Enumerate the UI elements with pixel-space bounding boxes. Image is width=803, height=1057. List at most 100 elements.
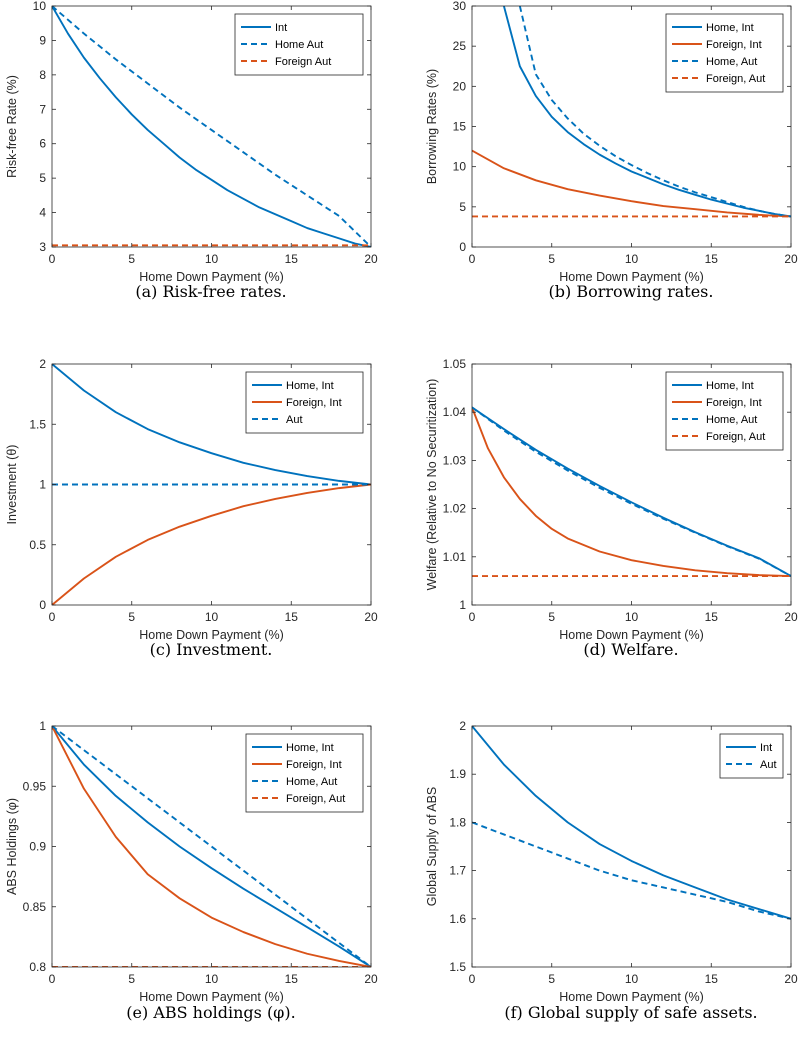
x-tick-label: 15 xyxy=(285,972,299,986)
y-tick-label: 1 xyxy=(39,719,46,733)
x-tick-label: 20 xyxy=(364,972,378,986)
y-axis-label: Investment (θ) xyxy=(5,445,19,525)
x-tick-label: 15 xyxy=(285,610,299,624)
y-axis-label: Welfare (Relative to No Securitization) xyxy=(425,379,439,591)
x-tick-label: 0 xyxy=(49,252,56,266)
x-tick-label: 20 xyxy=(364,610,378,624)
x-axis-label: Home Down Payment (%) xyxy=(559,628,704,642)
y-tick-label: 1.04 xyxy=(443,405,467,419)
series-line-3 xyxy=(518,6,791,218)
y-axis-label: Risk-free Rate (%) xyxy=(5,75,19,178)
y-tick-label: 25 xyxy=(453,39,467,53)
y-tick-label: 20 xyxy=(453,79,467,93)
y-tick-label: 15 xyxy=(453,120,467,134)
x-tick-label: 10 xyxy=(625,252,639,266)
x-tick-label: 20 xyxy=(784,610,798,624)
y-tick-label: 0 xyxy=(39,598,46,612)
series-line-2 xyxy=(52,483,371,605)
chart-panel-1: 0 5 10 15 20 3 4 5 6 7 8 9 10 Home Down Payment (%) Ri… xyxy=(5,0,378,301)
x-tick-label: 5 xyxy=(548,972,555,986)
x-tick-label: 0 xyxy=(49,972,56,986)
y-tick-label: 0.5 xyxy=(29,538,46,552)
y-tick-label: 0.9 xyxy=(29,840,46,854)
legend-entry: Int xyxy=(275,22,287,34)
legend-entry: Int xyxy=(760,742,772,754)
legend: Int Aut xyxy=(719,733,784,779)
y-tick-label: 5 xyxy=(39,171,46,185)
series-line-1 xyxy=(472,726,791,920)
legend-entry: Foreign, Int xyxy=(706,397,762,409)
y-tick-label: 4 xyxy=(39,206,46,220)
legend: Home, Int Foreign, Int Home, Aut Foreign, A… xyxy=(245,733,364,813)
legend-entry: Home Aut xyxy=(275,39,323,51)
y-tick-label: 7 xyxy=(39,102,46,116)
x-tick-label: 5 xyxy=(548,252,555,266)
y-tick-label: 1.8 xyxy=(449,815,466,829)
legend-entry: Foreign, Aut xyxy=(706,73,765,85)
legend-entry: Aut xyxy=(760,759,777,771)
x-tick-label: 0 xyxy=(49,610,56,624)
legend-entry: Home, Aut xyxy=(706,414,757,426)
legend-entry: Foreign, Int xyxy=(706,39,762,51)
y-tick-label: 1 xyxy=(459,598,466,612)
legend-entry: Home, Int xyxy=(286,380,334,392)
y-tick-label: 8 xyxy=(39,68,46,82)
y-axis-label: ABS Holdings (φ) xyxy=(5,798,19,895)
x-tick-label: 10 xyxy=(205,972,219,986)
y-tick-label: 30 xyxy=(453,0,467,13)
chart-panel-2: 0 5 10 15 20 0 5 10 15 20 25 30 Home Down Payment (%… xyxy=(425,0,798,301)
y-tick-label: 10 xyxy=(453,160,467,174)
y-tick-label: 10 xyxy=(33,0,47,13)
series-line-3 xyxy=(472,406,791,577)
legend-entry: Foreign, Int xyxy=(286,397,342,409)
x-tick-label: 20 xyxy=(784,972,798,986)
y-tick-label: 1 xyxy=(39,478,46,492)
y-tick-label: 1.01 xyxy=(443,550,467,564)
y-tick-label: 1.03 xyxy=(443,453,467,467)
x-tick-label: 10 xyxy=(625,972,639,986)
legend-entry: Foreign, Int xyxy=(286,759,342,771)
series-line-2 xyxy=(472,149,791,218)
y-tick-label: 1.9 xyxy=(449,767,466,781)
y-tick-label: 3 xyxy=(39,240,46,254)
x-tick-label: 5 xyxy=(128,252,135,266)
x-tick-label: 0 xyxy=(469,972,476,986)
y-tick-label: 1.7 xyxy=(449,864,466,878)
series-line-3 xyxy=(52,726,371,967)
series-line-2 xyxy=(52,726,371,967)
series-line-2 xyxy=(472,407,791,578)
legend: Home, Int Foreign, Int Home, Aut Foreign, A… xyxy=(665,13,784,93)
y-tick-label: 1.6 xyxy=(449,912,466,926)
x-tick-label: 20 xyxy=(784,252,798,266)
legend-entry: Home, Int xyxy=(286,742,334,754)
legend-entry: Foreign Aut xyxy=(275,56,331,68)
legend-entry: Foreign, Aut xyxy=(706,431,765,443)
y-axis-label: Global Supply of ABS xyxy=(425,787,439,907)
y-tick-label: 1.5 xyxy=(29,417,46,431)
series-line-1 xyxy=(52,364,371,486)
y-tick-label: 2 xyxy=(39,357,46,371)
x-tick-label: 5 xyxy=(128,610,135,624)
x-tick-label: 0 xyxy=(469,252,476,266)
series-line-1 xyxy=(52,726,371,967)
panel-caption: (f) Global supply of safe assets. xyxy=(504,1003,757,1022)
y-tick-label: 0.8 xyxy=(29,960,46,974)
x-tick-label: 10 xyxy=(205,252,219,266)
y-tick-label: 2 xyxy=(459,719,466,733)
x-tick-label: 10 xyxy=(205,610,219,624)
legend: Home, Int Foreign, Int Home, Aut Foreign, A… xyxy=(665,371,784,451)
x-tick-label: 10 xyxy=(625,610,639,624)
x-tick-label: 15 xyxy=(705,252,719,266)
chart-panel-6: 0 5 10 15 20 1.5 1.6 1.7 1.8 1.9 2 Home Down Paymen… xyxy=(425,719,798,1022)
chart-panel-3: 0 5 10 15 20 0 0.5 1 1.5 2 Home Down Payment (%) In… xyxy=(5,357,378,659)
x-tick-label: 5 xyxy=(128,972,135,986)
chart-panel-5: 0 5 10 15 20 0.8 0.85 0.9 0.95 1 Home Down Payment… xyxy=(5,719,378,1022)
x-tick-label: 5 xyxy=(548,610,555,624)
panel-caption: (e) ABS holdings (φ). xyxy=(126,1003,295,1022)
x-axis-label: Home Down Payment (%) xyxy=(139,270,284,284)
y-tick-label: 5 xyxy=(459,200,466,214)
x-axis-label: Home Down Payment (%) xyxy=(559,270,704,284)
chart-panel-4: 0 5 10 15 20 1 1.01 1.02 1.03 1.04 1.05 Home Down P… xyxy=(425,357,798,659)
x-axis-label: Home Down Payment (%) xyxy=(559,990,704,1004)
